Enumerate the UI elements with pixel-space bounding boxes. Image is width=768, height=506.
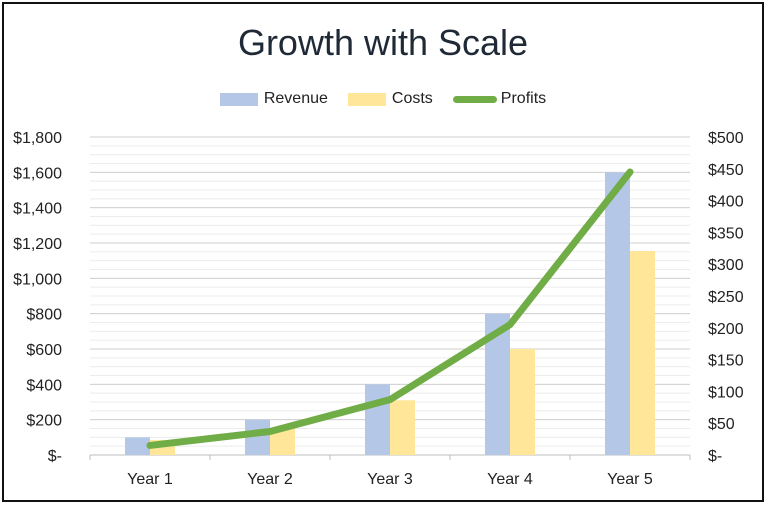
bar-costs-4 <box>510 349 535 455</box>
legend-label-costs: Costs <box>391 90 433 107</box>
y-right-tick-label: $100 <box>708 384 744 401</box>
legend-item-costs: Costs <box>347 90 433 108</box>
y-left-tick-label: $400 <box>26 377 62 394</box>
y-right-tick-label: $400 <box>708 194 744 211</box>
x-tick-label: Year 1 <box>127 471 173 488</box>
legend-swatch-profits <box>452 95 497 103</box>
legend-label-revenue: Revenue <box>263 90 328 107</box>
bar-costs-3 <box>390 400 415 455</box>
bar-revenue-3 <box>365 384 390 455</box>
y-left-tick-label: $600 <box>26 342 62 359</box>
y-right-tick-label: $- <box>708 448 722 465</box>
y-right-tick-label: $50 <box>708 416 735 433</box>
point-profits-3 <box>389 399 391 401</box>
x-tick-label: Year 5 <box>607 471 653 488</box>
legend-item-profits: Profits <box>452 90 547 108</box>
x-tick-label: Year 3 <box>367 471 413 488</box>
chart-legend: Revenue Costs Profits <box>4 90 762 108</box>
y-left-tick-label: $1,800 <box>13 130 62 147</box>
legend-swatch-revenue <box>219 92 258 106</box>
point-profits-2 <box>269 430 271 432</box>
y-left-tick-label: $200 <box>26 413 62 430</box>
y-right-tick-label: $350 <box>708 225 744 242</box>
point-profits-4 <box>509 324 511 326</box>
x-tick-label: Year 4 <box>487 471 533 488</box>
bar-revenue-1 <box>125 437 150 455</box>
bar-revenue-5 <box>605 172 630 456</box>
y-left-tick-label: $- <box>48 448 62 465</box>
legend-swatch-costs <box>347 92 386 106</box>
point-profits-5 <box>629 171 631 173</box>
legend-item-revenue: Revenue <box>219 90 328 108</box>
chart-title: Growth with Scale <box>237 22 529 63</box>
y-left-tick-label: $1,200 <box>13 236 62 253</box>
y-right-tick-label: $150 <box>708 353 744 370</box>
point-profits-1 <box>149 444 151 446</box>
y-right-tick-label: $250 <box>708 289 744 306</box>
y-left-tick-label: $1,400 <box>13 201 62 218</box>
y-left-tick-label: $1,600 <box>13 165 62 182</box>
bar-costs-5 <box>630 250 655 455</box>
y-left-tick-label: $800 <box>26 307 62 324</box>
y-right-tick-label: $300 <box>708 257 744 274</box>
y-right-tick-label: $500 <box>708 130 744 147</box>
y-left-tick-label: $1,000 <box>13 271 62 288</box>
x-tick-label: Year 2 <box>247 471 293 488</box>
y-right-tick-label: $200 <box>708 321 744 338</box>
legend-label-profits: Profits <box>500 90 547 107</box>
y-right-tick-label: $450 <box>708 162 744 179</box>
